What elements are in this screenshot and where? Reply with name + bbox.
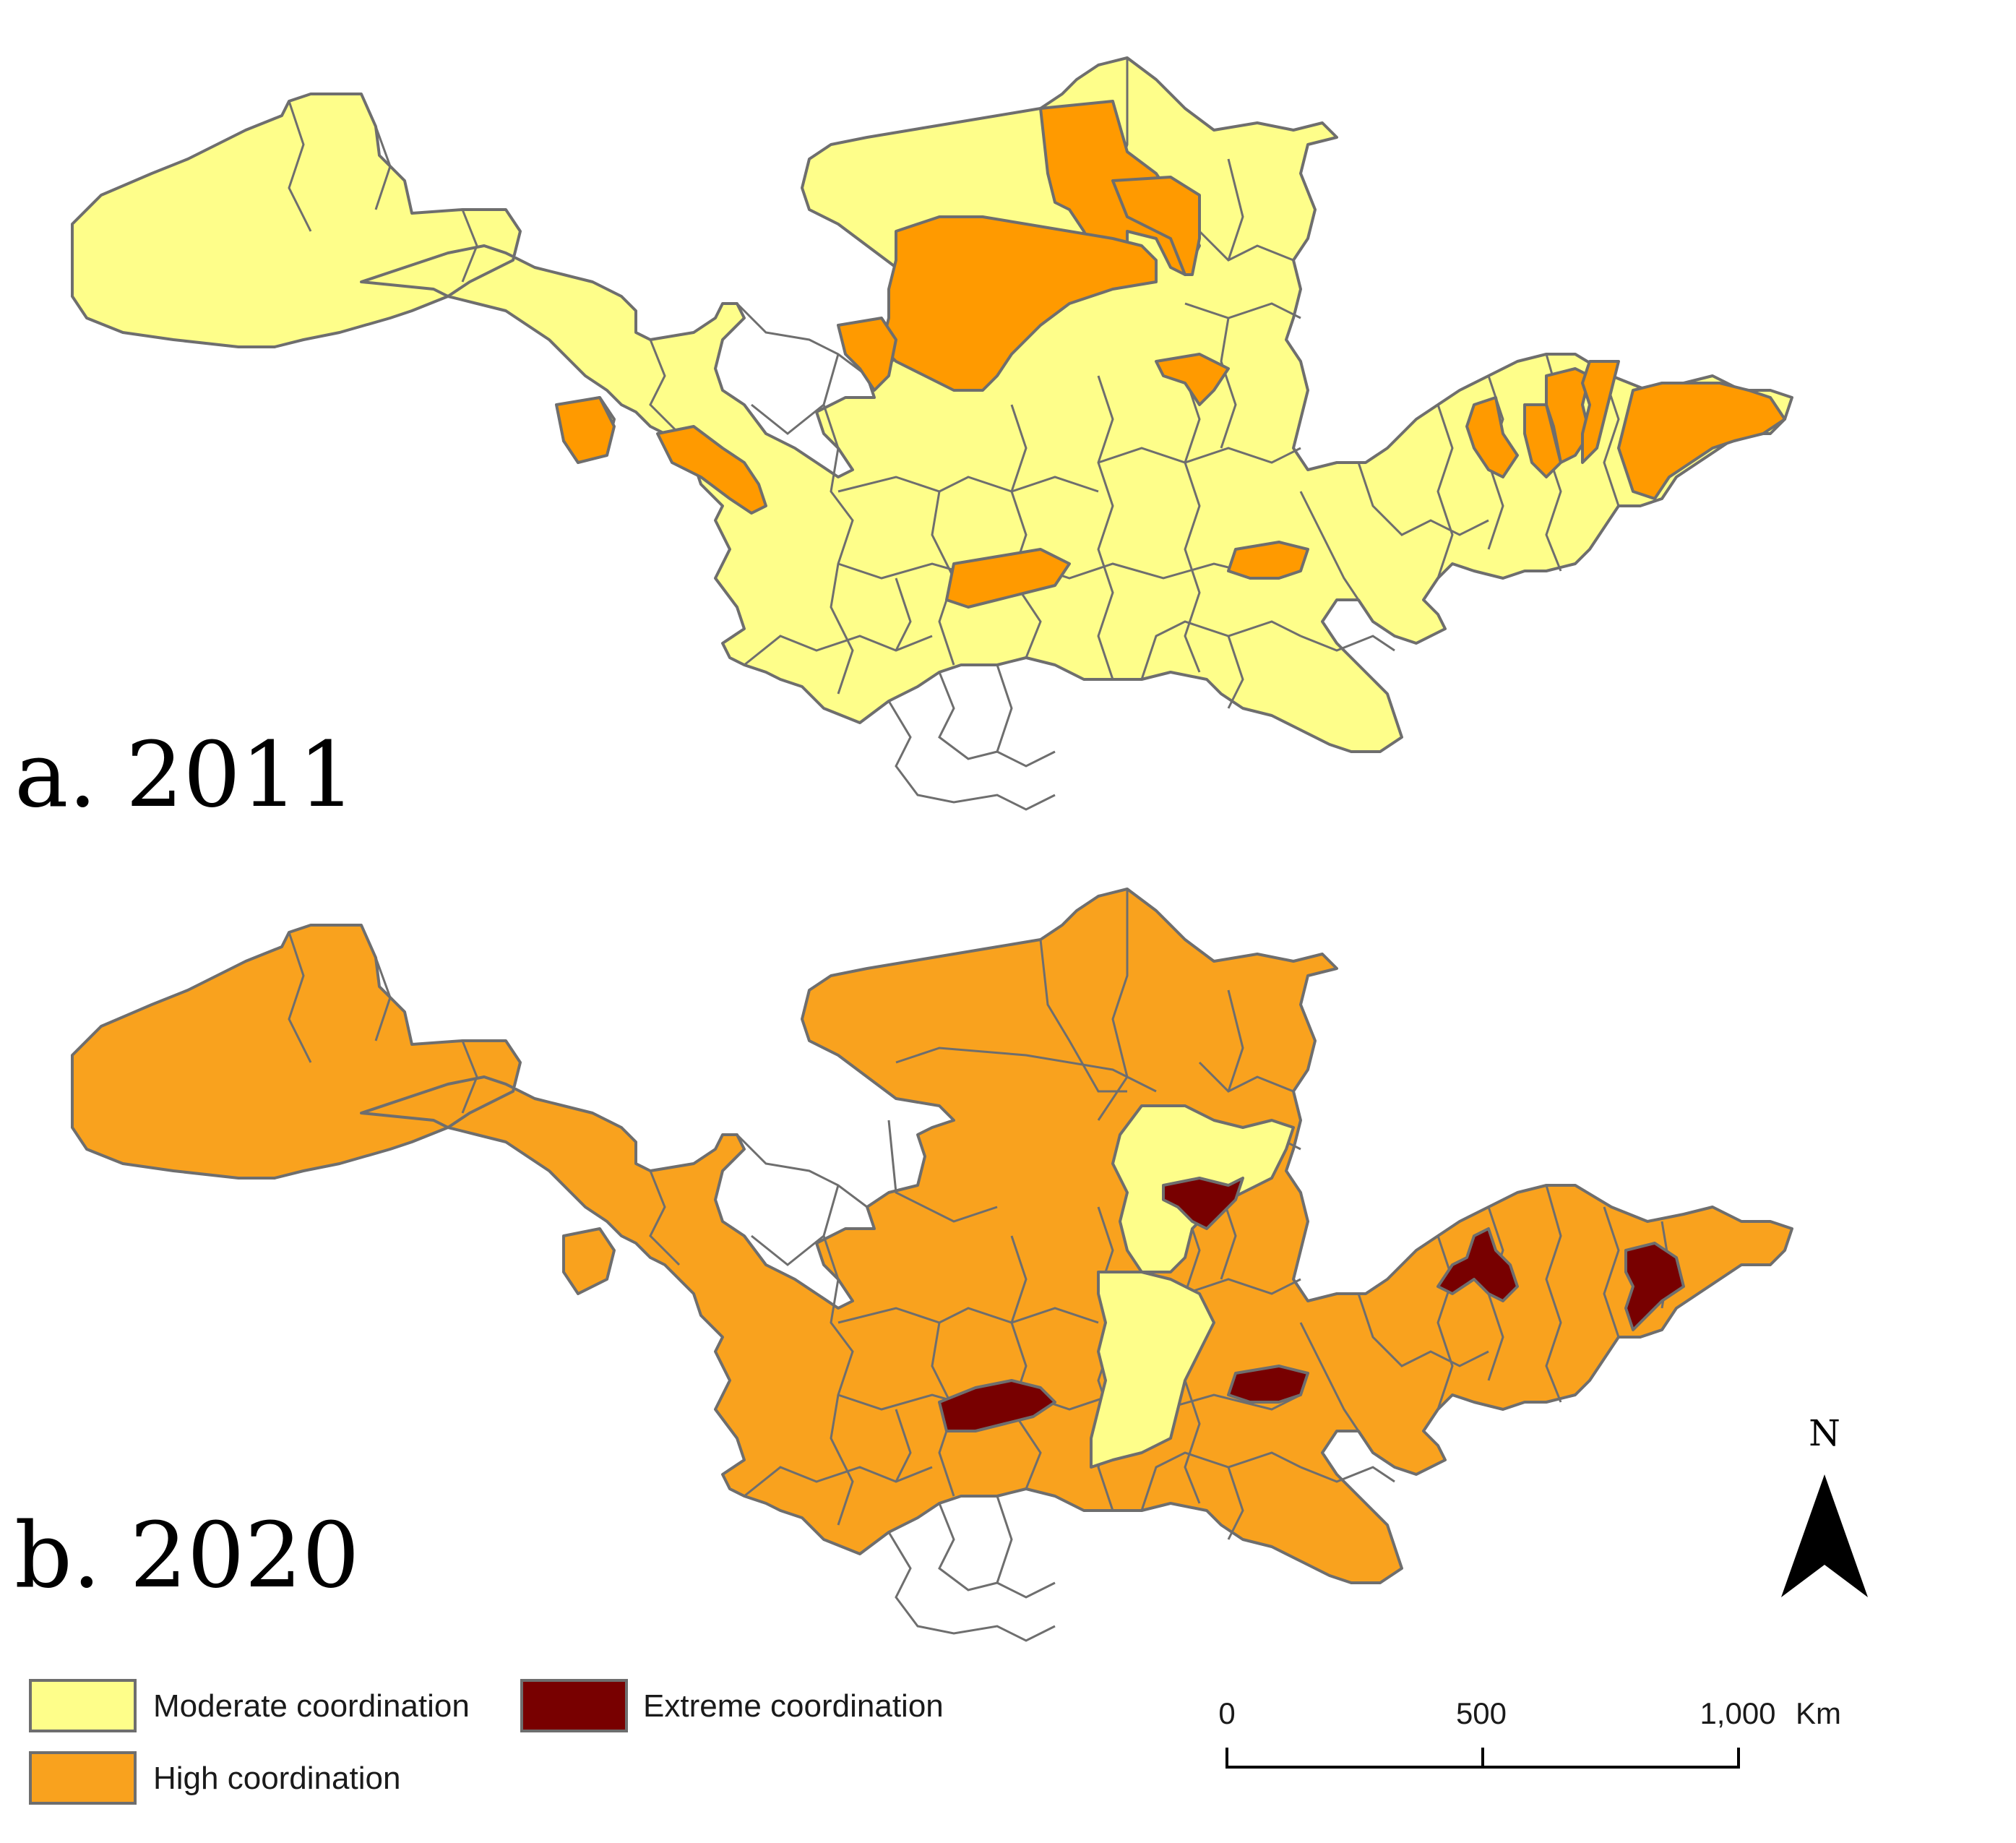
legend-label-high: High coordination (153, 1761, 400, 1796)
map-panel-2011 (71, 56, 1793, 811)
extreme-coordination-regions-2020 (938, 1177, 1685, 1432)
panel-label-a: a. 2011 (14, 723, 356, 828)
prefecture-borders-2011 (288, 58, 1671, 811)
north-arrow-label: N (1809, 1412, 1840, 1454)
scale-tick-1000: 1,000 (1700, 1696, 1775, 1730)
scale-bar-line (1225, 1748, 1740, 1769)
scale-unit: Km (1796, 1696, 1841, 1730)
legend-swatch-high (29, 1751, 137, 1805)
prefecture-borders-2020 (288, 889, 1671, 1642)
scale-bar: 0 500 1,000 Km (1218, 1696, 1841, 1769)
map-panel-2020 (71, 888, 1793, 1642)
high-coordination-regions-2011 (555, 100, 1786, 609)
legend-swatch-moderate (29, 1679, 137, 1732)
legend-label-moderate: Moderate coordination (153, 1688, 470, 1724)
legend-swatch-extreme (520, 1679, 628, 1732)
scale-tick-500: 500 (1456, 1696, 1507, 1730)
legend: Moderate coordination High coordination … (29, 1679, 944, 1805)
north-arrow: N (1781, 1412, 1868, 1597)
panel-label-b: b. 2020 (14, 1503, 360, 1608)
north-arrow-icon (1781, 1474, 1868, 1597)
scale-tick-0: 0 (1218, 1696, 1235, 1730)
legend-label-extreme: Extreme coordination (643, 1688, 944, 1724)
